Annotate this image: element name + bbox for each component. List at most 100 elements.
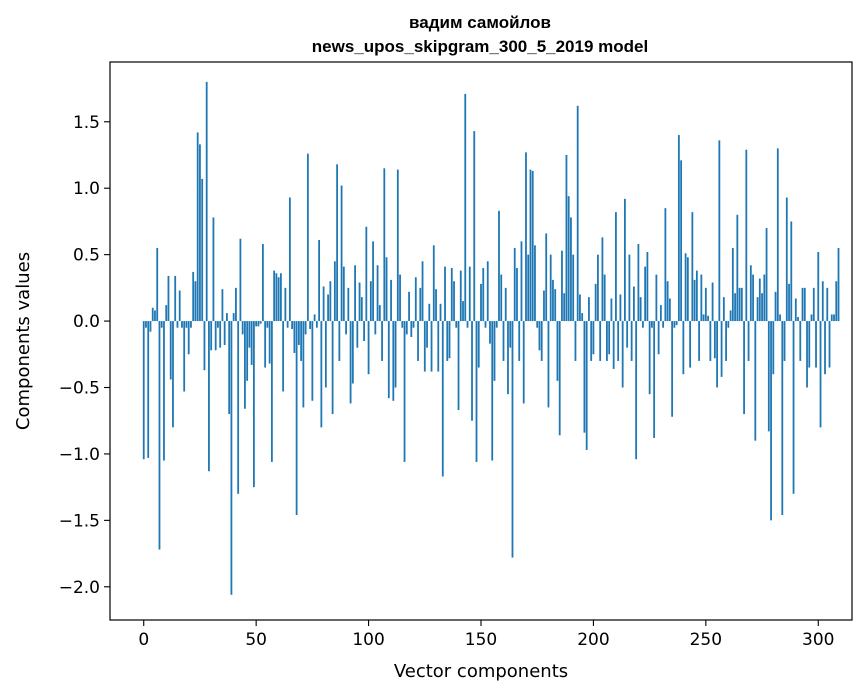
bar: [808, 321, 811, 368]
x-tick-label: 150: [465, 630, 497, 650]
bar: [239, 238, 242, 322]
bar: [423, 321, 426, 372]
bar: [682, 321, 685, 375]
bar: [417, 321, 419, 361]
bar: [545, 233, 548, 322]
bar: [446, 321, 449, 361]
bar: [702, 314, 705, 322]
bar: [176, 321, 179, 328]
bar: [226, 313, 228, 322]
bar: [655, 274, 658, 322]
bar: [749, 265, 752, 322]
bar: [217, 321, 219, 328]
bar: [522, 321, 525, 404]
bar-series: [142, 81, 840, 595]
bar: [412, 321, 415, 328]
bar: [149, 321, 152, 332]
bar: [736, 214, 739, 322]
bar: [405, 321, 408, 335]
bar: [693, 279, 696, 322]
bar: [720, 321, 723, 377]
bar: [450, 267, 453, 322]
bar: [828, 321, 831, 368]
bar: [626, 321, 629, 348]
bar: [727, 321, 730, 328]
bar: [574, 321, 577, 361]
bar: [403, 321, 406, 462]
bar: [178, 290, 181, 322]
bar: [199, 144, 201, 322]
y-tick-label: 1.5: [73, 113, 100, 133]
bar: [192, 271, 195, 322]
bar: [374, 321, 377, 335]
x-tick-label: 250: [690, 630, 722, 650]
bar: [270, 321, 273, 462]
bar: [664, 208, 667, 322]
bar: [686, 257, 689, 322]
bar: [819, 321, 822, 428]
bar: [331, 321, 334, 415]
bar: [273, 270, 276, 322]
bar: [219, 321, 222, 348]
bar: [347, 287, 350, 322]
bar: [253, 321, 255, 488]
bar: [767, 321, 770, 432]
bar: [729, 310, 732, 322]
bar: [241, 321, 244, 335]
bar: [378, 305, 381, 322]
bar: [783, 321, 786, 361]
bar: [677, 135, 680, 322]
bar: [520, 241, 523, 322]
bar: [151, 307, 154, 322]
bar: [291, 321, 294, 330]
bar: [187, 321, 190, 355]
bar: [498, 210, 500, 322]
bar: [801, 287, 804, 322]
bar: [288, 197, 291, 322]
bar: [455, 321, 458, 328]
bar: [284, 287, 287, 322]
bar: [174, 275, 177, 322]
bar: [156, 248, 159, 322]
bar: [684, 253, 687, 322]
bar: [824, 321, 826, 375]
x-tick-label: 300: [802, 630, 834, 650]
x-tick-label: 50: [245, 630, 267, 650]
bar: [248, 321, 251, 348]
bar: [790, 221, 793, 322]
bar: [635, 321, 638, 460]
bar: [806, 321, 808, 388]
bar: [671, 321, 674, 417]
bar: [731, 248, 734, 322]
bar: [502, 321, 505, 361]
bar: [268, 321, 271, 364]
bar: [367, 321, 370, 375]
bar: [531, 170, 534, 322]
bar: [459, 270, 462, 322]
bar: [785, 197, 788, 322]
x-axis-label: Vector components: [394, 661, 568, 682]
bar: [772, 321, 775, 375]
bar: [385, 257, 388, 322]
bar: [504, 287, 507, 322]
bar: [592, 321, 595, 355]
bar: [376, 265, 379, 322]
bar: [722, 297, 725, 322]
bar: [837, 248, 840, 322]
bar: [266, 321, 269, 328]
bar: [644, 266, 647, 322]
bar: [257, 321, 260, 327]
bar: [797, 317, 799, 322]
bar: [147, 321, 150, 458]
bar: [812, 287, 815, 322]
bar: [549, 254, 552, 322]
bar: [329, 281, 332, 322]
bar: [167, 275, 170, 322]
bar: [740, 287, 743, 322]
bar: [570, 217, 572, 322]
y-tick-label: −2.0: [59, 578, 100, 598]
bar: [383, 168, 386, 322]
bar: [439, 303, 442, 322]
bar: [707, 315, 709, 322]
